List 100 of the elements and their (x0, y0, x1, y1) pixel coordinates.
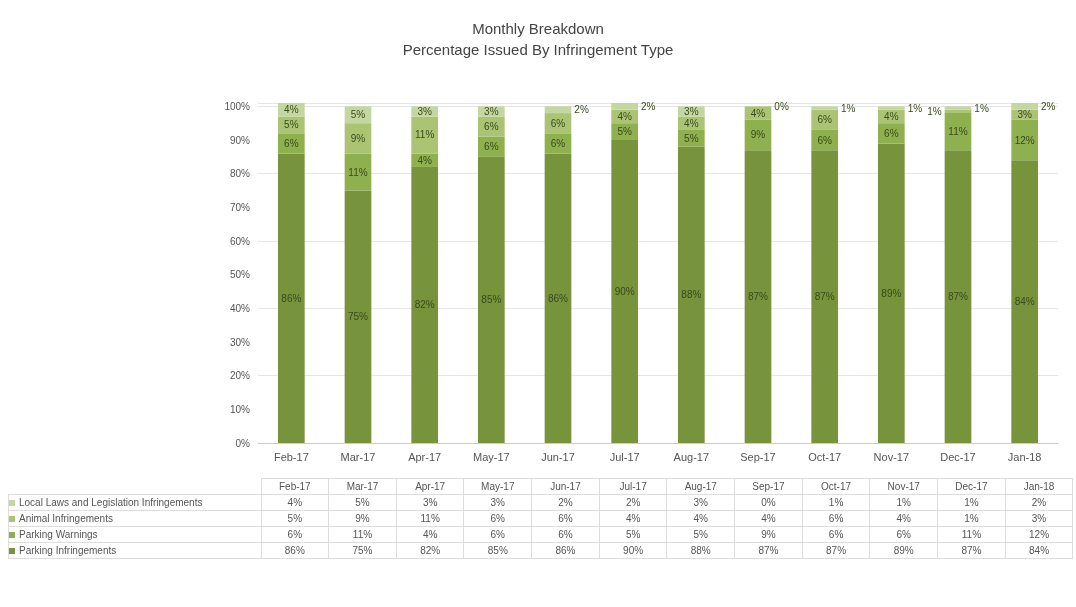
data-label: 4% (261, 494, 329, 511)
bar (544, 106, 572, 114)
text: 88% (681, 289, 702, 301)
y-tick-label: 100% (224, 100, 251, 112)
y-tick-label: 70% (229, 201, 251, 213)
bar (944, 106, 972, 110)
text: 85% (481, 294, 502, 306)
data-label: 3% (463, 494, 532, 511)
text: 12% (1014, 134, 1035, 146)
data-label: 87% (937, 542, 1006, 559)
y-tick-label: 20% (229, 370, 251, 382)
text: 2% (1041, 100, 1056, 112)
bar (678, 146, 705, 443)
data-label: 82% (396, 542, 464, 559)
text: 4% (684, 117, 699, 129)
data-label: 86% (531, 542, 600, 559)
bar (1011, 103, 1038, 110)
data-label: 11% (937, 526, 1006, 543)
category-label: Dec-17 (955, 481, 988, 492)
x-tick-label: Nov-17 (873, 450, 910, 463)
text: 11% (348, 166, 368, 178)
data-label: 1% (869, 494, 938, 511)
data-label: 6% (463, 510, 532, 527)
y-tick-label: 0% (235, 437, 251, 449)
category-label: Jun-17 (550, 481, 581, 492)
bar (278, 153, 305, 443)
data-label: 84% (1005, 542, 1073, 559)
category-label: Mar-17 (346, 481, 379, 492)
data-label: 89% (869, 542, 938, 559)
bar (478, 156, 505, 443)
text: 87% (747, 291, 769, 303)
x-tick-label: Sep-17 (740, 450, 776, 463)
category-label: Feb-17 (278, 481, 311, 492)
category-label: Nov-17 (887, 481, 920, 492)
text: 5% (284, 119, 299, 131)
data-label: 6% (869, 526, 938, 543)
bar (811, 150, 838, 443)
data-label: 3% (666, 494, 735, 511)
bar (878, 106, 905, 110)
text: 0% (774, 100, 789, 112)
data-label: 6% (463, 526, 532, 543)
text: 4% (884, 110, 899, 122)
text: 9% (350, 132, 366, 144)
data-label: 4% (599, 510, 667, 527)
data-label: 5% (666, 526, 735, 543)
text: 3% (484, 105, 499, 117)
x-tick-label: Jan-18 (1007, 450, 1042, 463)
text: 3% (1017, 109, 1032, 121)
text: 87% (814, 291, 835, 303)
text: 5% (617, 126, 632, 138)
data-label: 6% (261, 526, 329, 543)
y-tick-label: 90% (229, 134, 251, 146)
text: 1% (907, 102, 923, 114)
data-label: 2% (531, 494, 600, 511)
data-label: 87% (734, 542, 803, 559)
x-tick-label: Aug-17 (673, 450, 710, 463)
text: 1% (841, 102, 856, 114)
text: 5% (684, 132, 699, 144)
data-label: 87% (802, 542, 870, 559)
y-tick-label: 10% (229, 403, 251, 415)
data-label: 6% (531, 526, 600, 543)
text: 4% (750, 107, 766, 119)
x-tick-label: Dec-17 (940, 450, 976, 463)
data-label: 4% (666, 510, 735, 527)
data-label: 12% (1005, 526, 1073, 543)
bar (1011, 160, 1038, 443)
text: 75% (347, 311, 369, 323)
data-label: 11% (328, 526, 397, 543)
text: 3% (684, 105, 699, 117)
text: 2% (574, 104, 589, 116)
category-label: Jan-18 (1023, 481, 1055, 492)
bar (344, 153, 372, 191)
data-label: 0% (734, 494, 803, 511)
text: 6% (284, 137, 299, 149)
y-tick-label: 40% (229, 302, 251, 314)
text: 90% (614, 286, 635, 298)
bar (744, 150, 772, 443)
y-tick-label: 80% (229, 168, 251, 180)
data-label: 4% (734, 510, 803, 527)
x-tick-label: Jul-17 (609, 450, 640, 463)
data-label: 4% (396, 526, 464, 543)
text: 6% (550, 117, 566, 129)
text: 84% (1014, 296, 1035, 308)
bar (878, 143, 905, 443)
bar (944, 150, 972, 443)
text: 4% (617, 110, 632, 122)
text: 86% (281, 292, 302, 304)
bar (411, 166, 438, 443)
x-tick-label: Feb-17 (273, 450, 309, 463)
text: 1% (927, 105, 942, 117)
data-label: 3% (1005, 510, 1073, 527)
data-label: 5% (599, 526, 667, 543)
data-label: 3% (396, 494, 464, 511)
data-label: 6% (802, 526, 870, 543)
data-label: 4% (869, 510, 938, 527)
category-label: Oct-17 (821, 481, 852, 492)
bar (344, 190, 372, 443)
x-tick-label: May-17 (472, 450, 510, 463)
data-label: 5% (261, 510, 329, 527)
category-label: Apr-17 (415, 481, 446, 492)
